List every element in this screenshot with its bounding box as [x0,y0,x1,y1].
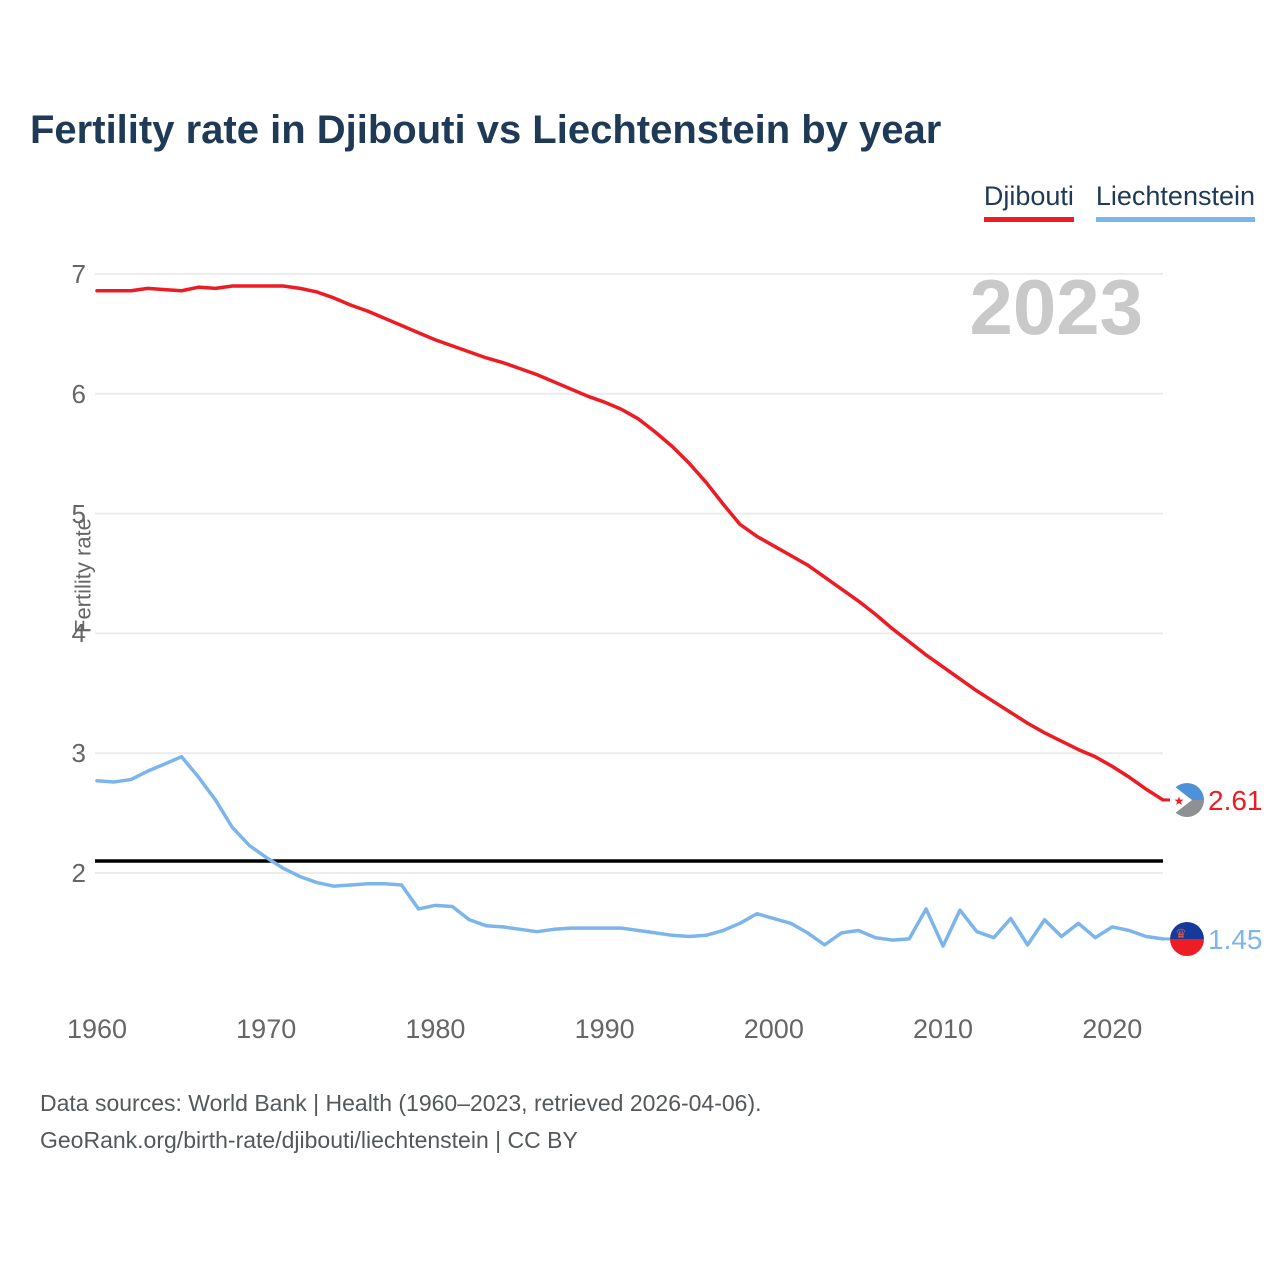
liechtenstein-end-value: 1.45 [1208,924,1263,955]
y-axis-tick-label: 3 [71,738,86,769]
chart-title: Fertility rate in Djibouti vs Liechtenst… [30,108,942,152]
legend: Djibouti Liechtenstein [983,181,1255,222]
footer: Data sources: World Bank | Health (1960–… [40,1085,762,1159]
watermark-year: 2023 [969,263,1143,351]
y-axis-tick-label: 6 [71,378,86,409]
x-axis-tick-label: 1970 [236,1014,297,1044]
djibouti-flag-icon: ★ [1170,783,1204,817]
liechtenstein-flag-icon: ♛ [1170,922,1204,956]
legend-item-djibouti[interactable]: Djibouti [983,181,1074,222]
y-axis-tick-label: 4 [71,618,86,649]
x-axis-tick-label: 1960 [66,1014,128,1044]
x-axis-tick-label: 2020 [1082,1014,1143,1044]
y-axis-tick-label: 7 [71,259,86,289]
x-axis-tick-label: 1990 [574,1014,635,1044]
series-line-liechtenstein [95,755,1165,948]
svg-text:♛: ♛ [1175,926,1187,941]
x-axis-tick-label: 1980 [405,1014,466,1044]
series-line-djibouti [95,284,1165,802]
footer-sources-line: Data sources: World Bank | Health (1960–… [40,1090,762,1116]
y-axis-tick-label: 5 [71,498,86,529]
series-lines [95,273,1170,948]
djibouti-end-value: 2.61 [1208,785,1263,816]
y-axis-tick-label: 2 [71,858,86,888]
footer-attribution-line: GeoRank.org/birth-rate/djibouti/liechten… [40,1127,578,1153]
x-axis-tick-label: 2000 [743,1014,804,1044]
svg-text:★: ★ [1174,794,1185,808]
legend-item-liechtenstein[interactable]: Liechtenstein [1095,181,1255,222]
x-axis-tick-label: 2010 [912,1014,974,1044]
